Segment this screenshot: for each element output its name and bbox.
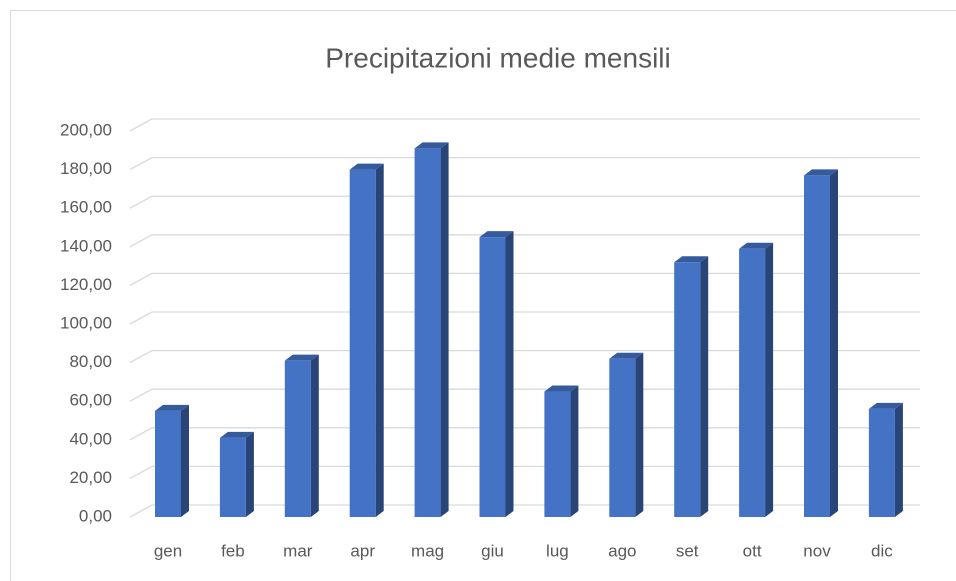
grid-line <box>129 272 153 286</box>
x-tick-label: mar <box>283 541 313 560</box>
bar <box>479 231 514 517</box>
bar <box>155 404 189 517</box>
grid-line <box>129 311 153 325</box>
grid-line <box>129 195 153 209</box>
y-tick-label: 80,00 <box>69 352 112 371</box>
y-tick-label: 200,00 <box>60 120 112 139</box>
y-tick-label: 20,00 <box>69 468 112 487</box>
x-tick-label: feb <box>221 541 245 560</box>
y-tick-label: 100,00 <box>60 313 112 332</box>
x-tick-label: set <box>676 541 699 560</box>
bar <box>804 169 838 517</box>
grid-line <box>129 350 153 364</box>
grid-line <box>129 234 153 248</box>
bar <box>219 431 254 517</box>
bar <box>739 242 774 518</box>
y-tick-label: 60,00 <box>69 391 112 410</box>
grid-line <box>129 504 153 518</box>
y-tick-label: 160,00 <box>60 198 112 217</box>
y-tick-label: 140,00 <box>60 236 112 255</box>
x-tick-label: nov <box>803 541 831 560</box>
x-tick-label: ago <box>608 541 636 560</box>
x-tick-label: gen <box>154 541 182 560</box>
x-tick-label: ott <box>743 541 762 560</box>
bar <box>674 256 709 517</box>
grid-line <box>129 427 153 441</box>
x-tick-label: apr <box>350 541 375 560</box>
y-tick-label: 120,00 <box>60 275 112 294</box>
x-tick-label: mag <box>411 541 444 560</box>
x-tick-label: dic <box>871 541 893 560</box>
x-tick-label: lug <box>546 541 569 560</box>
bar <box>868 402 903 517</box>
grid-line <box>129 388 153 402</box>
y-tick-label: 0,00 <box>79 506 112 525</box>
chart-title: Precipitazioni medie mensili <box>325 42 670 73</box>
grid-line <box>129 465 153 479</box>
bar <box>609 352 644 517</box>
y-tick-label: 180,00 <box>60 159 112 178</box>
x-tick-label: giu <box>481 541 504 560</box>
bar <box>349 163 384 517</box>
grid-line <box>129 118 153 132</box>
bar <box>544 385 579 517</box>
y-tick-label: 40,00 <box>69 429 112 448</box>
grid-line <box>129 157 153 171</box>
bar <box>284 354 319 517</box>
bar <box>414 142 449 517</box>
